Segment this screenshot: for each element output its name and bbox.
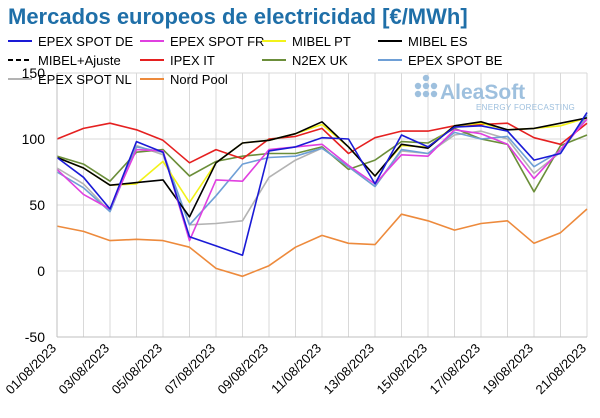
x-tick-label: 09/08/2023	[214, 341, 271, 398]
y-tick-label: 0	[37, 263, 45, 279]
x-tick-label: 13/08/2023	[320, 341, 377, 398]
series-line-epex-spot-be	[56, 114, 588, 226]
x-tick-label: 03/08/2023	[55, 341, 112, 398]
x-tick-label: 17/08/2023	[426, 341, 483, 398]
x-tick-label: 07/08/2023	[161, 341, 218, 398]
series-lines	[56, 112, 588, 278]
legend-label-mibel-es: MIBEL ES	[408, 34, 468, 49]
legend-label-epex-spot-de: EPEX SPOT DE	[38, 34, 133, 49]
x-tick-label: 19/08/2023	[479, 341, 536, 398]
series-line-nord-pool	[56, 208, 588, 278]
legend-label-ipex-it: IPEX IT	[170, 53, 215, 68]
grid	[56, 72, 588, 338]
series-line-epex-spot-de	[56, 112, 588, 256]
legend-label-mibel-pt: MIBEL PT	[292, 34, 351, 49]
chart-title: Mercados europeos de electricidad [€/MWh…	[8, 4, 468, 29]
logo-icon	[414, 74, 438, 98]
legend: EPEX SPOT DE EPEX SPOT FR MIBEL PT MIBEL ES…	[8, 34, 503, 87]
y-tick-label: 50	[29, 197, 45, 213]
series-line-epex-spot-fr	[56, 118, 588, 242]
legend-label-mibel-ajuste: MIBEL+Ajuste	[38, 53, 121, 68]
y-tick-label: 150	[22, 65, 46, 81]
legend-label-epex-spot-be: EPEX SPOT BE	[408, 53, 503, 68]
legend-label-nord-pool: Nord Pool	[170, 72, 228, 87]
series-line-ipex-it	[56, 122, 588, 164]
logo-name: AleaSoft	[440, 81, 525, 104]
x-tick-label: 15/08/2023	[373, 341, 430, 398]
aleasoft-logo: AleaSoft ENERGY FORECASTING	[414, 74, 575, 112]
y-tick-label: -50	[25, 329, 45, 345]
legend-label-epex-spot-fr: EPEX SPOT FR	[170, 34, 264, 49]
x-tick-label: 11/08/2023	[268, 341, 324, 397]
series-line-mibel-es	[56, 117, 588, 218]
x-tick-label: 05/08/2023	[108, 341, 165, 398]
series-line-n2ex-uk	[56, 127, 588, 193]
logo-tagline: ENERGY FORECASTING	[476, 103, 575, 112]
x-tick-label: 21/08/2023	[532, 341, 589, 398]
legend-label-epex-spot-nl: EPEX SPOT NL	[38, 72, 132, 87]
legend-label-n2ex-uk: N2EX UK	[292, 53, 348, 68]
x-tick-label: 01/08/2023	[2, 341, 59, 398]
y-tick-label: 100	[22, 131, 46, 147]
